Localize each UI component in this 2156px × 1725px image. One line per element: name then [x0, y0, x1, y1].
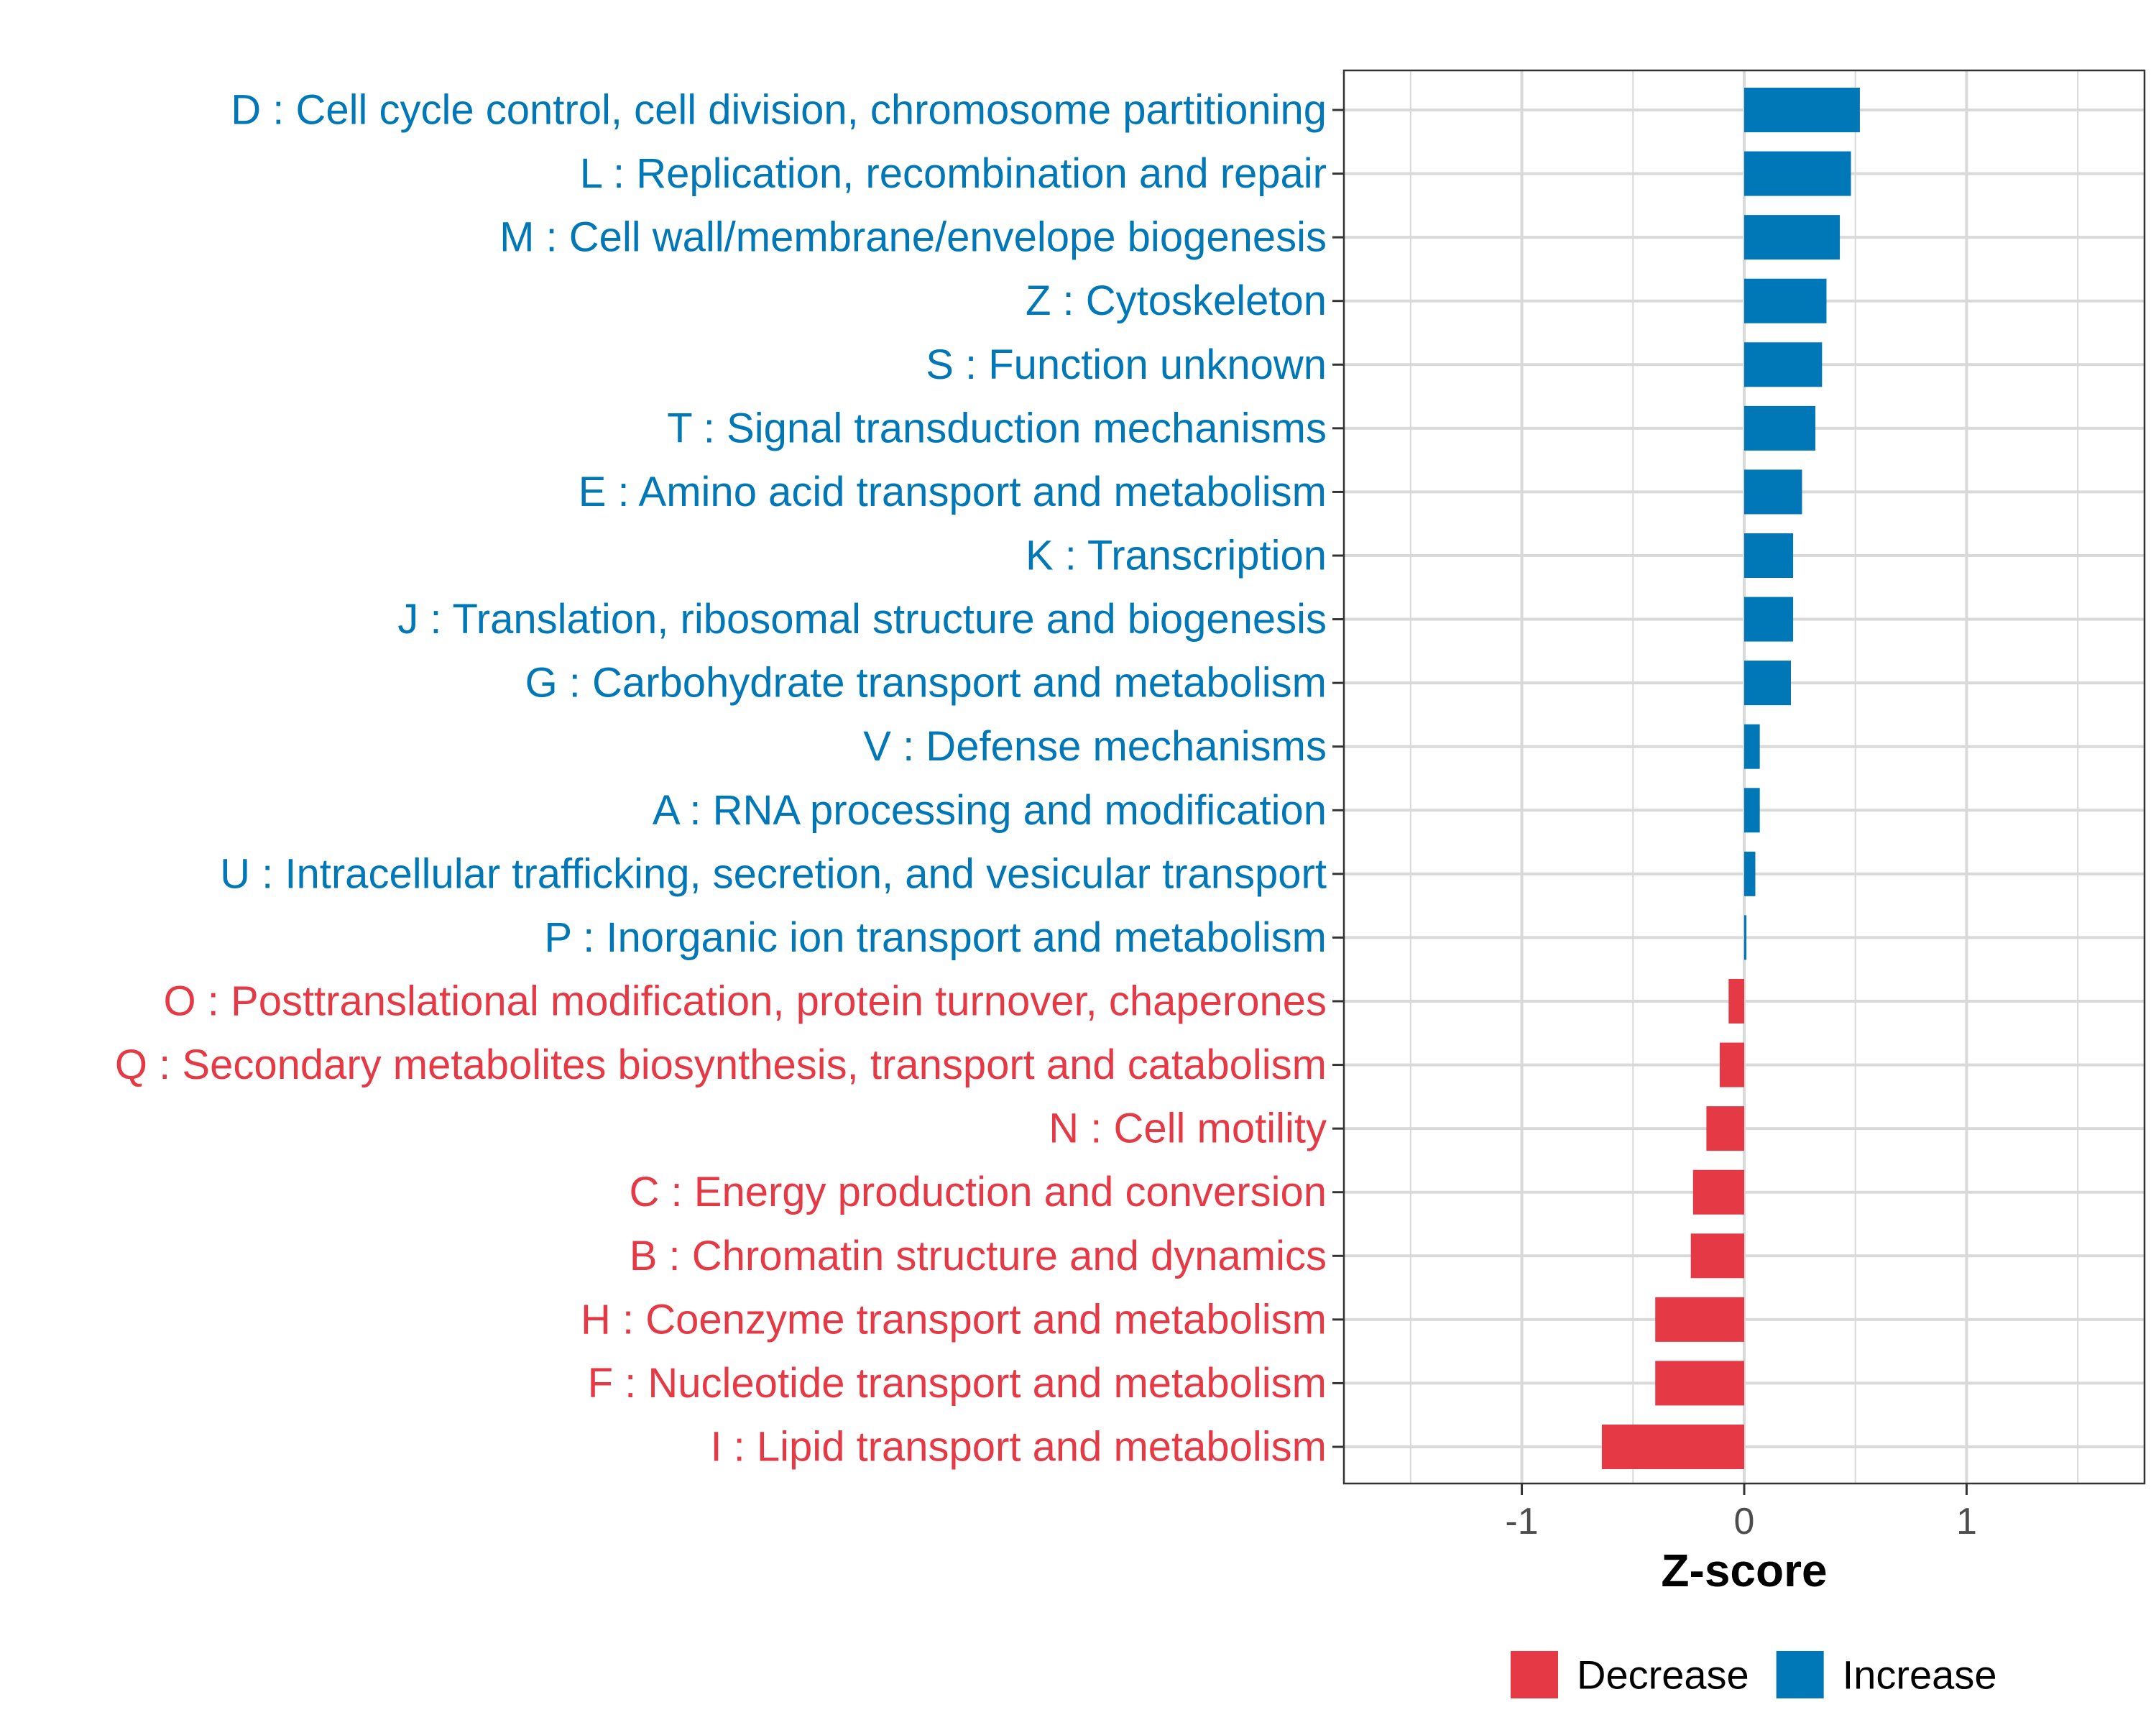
bar-i: [1601, 1425, 1744, 1469]
category-label-t: T : Signal transduction mechanisms: [667, 405, 1327, 451]
bar-z: [1744, 278, 1827, 323]
category-label-g: G : Carbohydrate transport and metabolis…: [525, 660, 1327, 707]
bar-s: [1744, 342, 1823, 387]
x-tick-label: 1: [1956, 1501, 1977, 1542]
legend-label-decrease: Decrease: [1577, 1652, 1749, 1698]
category-label-f: F : Nucleotide transport and metabolism: [588, 1360, 1327, 1407]
bar-v: [1744, 724, 1760, 769]
x-tick-label: 0: [1734, 1501, 1755, 1542]
category-label-m: M : Cell wall/membrane/envelope biogenes…: [499, 214, 1327, 261]
category-label-j: J : Translation, ribosomal structure and…: [397, 596, 1327, 643]
y-axis-category-labels: D : Cell cycle control, cell division, c…: [115, 87, 1327, 1471]
legend-key-increase: [1776, 1651, 1824, 1698]
bar-a: [1744, 788, 1760, 833]
category-label-u: U : Intracellular trafficking, secretion…: [220, 850, 1327, 897]
category-label-i: I : Lipid transport and metabolism: [710, 1424, 1327, 1471]
category-label-q: Q : Secondary metabolites biosynthesis, …: [115, 1041, 1327, 1088]
bar-q: [1719, 1042, 1744, 1087]
category-label-a: A : RNA processing and modification: [653, 787, 1327, 834]
bar-h: [1655, 1297, 1744, 1342]
category-label-s: S : Function unknown: [926, 341, 1327, 388]
x-axis-tick-labels: -1 0 1: [1505, 1501, 1976, 1542]
category-label-k: K : Transcription: [1026, 533, 1327, 579]
category-label-z: Z : Cytoskeleton: [1026, 277, 1327, 324]
bar-o: [1728, 979, 1744, 1024]
bar-u: [1744, 851, 1756, 896]
x-tick-label: -1: [1505, 1501, 1538, 1542]
bar-m: [1744, 215, 1841, 260]
legend-label-increase: Increase: [1843, 1652, 1997, 1698]
bar-k: [1744, 533, 1794, 578]
bar-j: [1744, 597, 1794, 642]
category-label-n: N : Cell motility: [1049, 1105, 1327, 1152]
bar-n: [1706, 1106, 1744, 1151]
legend: Decrease Increase: [1511, 1651, 1996, 1698]
bar-p: [1744, 915, 1747, 960]
category-label-d: D : Cell cycle control, cell division, c…: [231, 87, 1327, 134]
bar-f: [1655, 1361, 1744, 1406]
bars-group: [1601, 88, 1860, 1469]
category-label-v: V : Defense mechanisms: [863, 723, 1327, 770]
category-label-b: B : Chromatin structure and dynamics: [630, 1233, 1327, 1279]
bar-g: [1744, 661, 1791, 706]
bar-c: [1692, 1169, 1744, 1215]
x-axis-ticks: [1521, 1484, 1968, 1495]
bar-e: [1744, 469, 1802, 515]
category-label-c: C : Energy production and conversion: [630, 1169, 1327, 1215]
y-axis-ticks: [1332, 109, 1344, 1448]
category-label-p: P : Inorganic ion transport and metaboli…: [544, 914, 1327, 961]
bar-t: [1744, 405, 1816, 451]
category-label-e: E : Amino acid transport and metabolism: [579, 469, 1327, 515]
category-label-l: L : Replication, recombination and repai…: [580, 150, 1327, 197]
legend-key-decrease: [1511, 1651, 1558, 1698]
bar-b: [1690, 1233, 1744, 1279]
bar-d: [1744, 88, 1860, 132]
x-axis-title: Z-score: [1661, 1545, 1827, 1596]
category-label-o: O : Posttranslational modification, prot…: [164, 978, 1327, 1025]
bar-l: [1744, 151, 1851, 196]
category-label-h: H : Coenzyme transport and metabolism: [581, 1296, 1327, 1343]
